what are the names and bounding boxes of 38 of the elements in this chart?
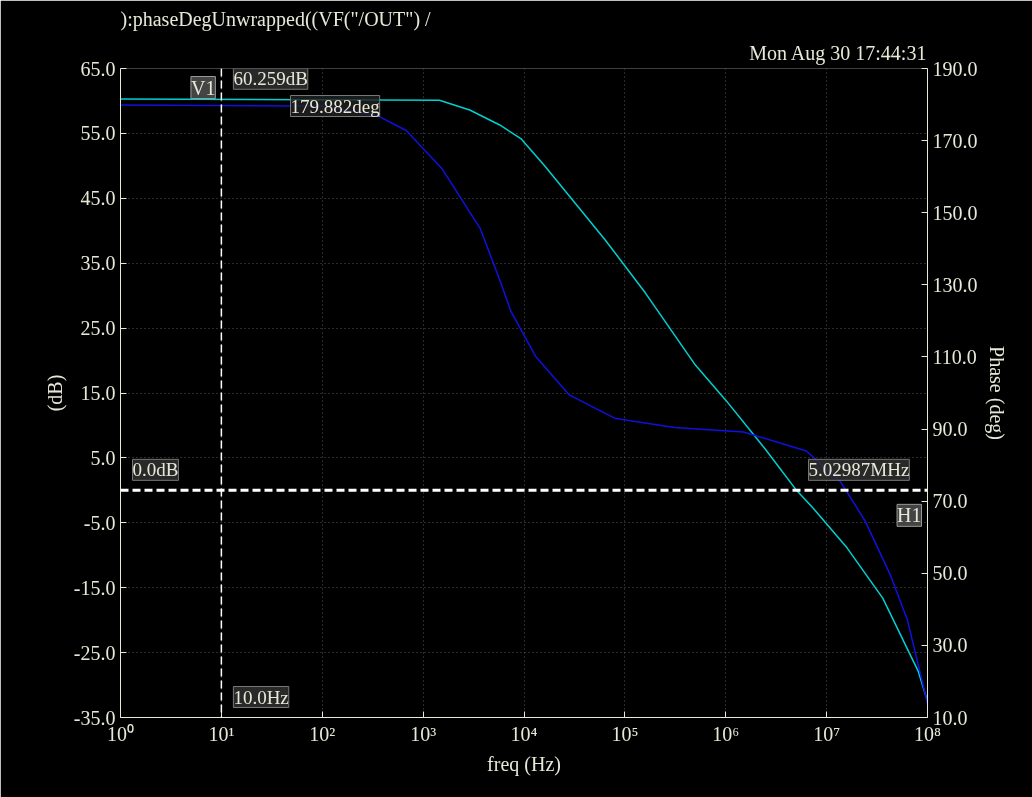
y-tick-label: 5.0	[90, 446, 116, 469]
y2-tick-label: 90.0	[932, 418, 968, 441]
annotation: 0.0dB	[132, 459, 179, 481]
y2-tick-label: 190.0	[932, 57, 978, 80]
y2-tick-label: 70.0	[932, 490, 968, 513]
y-tick-label: 25.0	[80, 317, 116, 340]
y-tick-label: -15.0	[73, 576, 116, 599]
y2-tick-label: 30.0	[932, 634, 968, 657]
x-tick-label: 10³	[410, 722, 437, 745]
y2-axis-title: Phase (deg)	[984, 346, 1008, 440]
annotation: 60.259dB	[233, 68, 308, 90]
chart-subtitle: Mon Aug 30 17:44:31	[749, 41, 927, 65]
y2-tick-label: 110.0	[932, 345, 977, 368]
ref-line-label: H1	[897, 504, 922, 527]
y-tick-label: 45.0	[80, 187, 116, 210]
annotation: 10.0Hz	[233, 686, 289, 708]
y-tick-label: -25.0	[73, 641, 116, 664]
chart-title: ):phaseDegUnwrapped((VF("/OUT") /	[120, 7, 432, 31]
y-tick-label: -5.0	[83, 511, 116, 534]
y-tick-label: 15.0	[80, 382, 116, 404]
y-axis-title: (dB)	[43, 374, 67, 412]
annotation: 5.02987MHz	[808, 459, 910, 481]
y2-tick-label: 130.0	[932, 273, 978, 296]
annotation: 179.882deg	[290, 95, 381, 117]
x-tick-label: 10⁶	[712, 722, 740, 745]
x-axis-title: freq (Hz)	[487, 752, 561, 776]
y2-tick-label: 150.0	[932, 201, 978, 224]
y-tick-label: 65.0	[80, 57, 116, 80]
x-tick-label: 10⁷	[813, 722, 841, 745]
y2-tick-label: 170.0	[932, 129, 978, 152]
y-tick-label: 35.0	[80, 252, 116, 275]
x-tick-label: 10¹	[208, 722, 235, 745]
ref-line-label: V1	[190, 76, 216, 99]
y-tick-label: 55.0	[80, 122, 116, 145]
x-tick-label: 10⁴	[510, 722, 538, 745]
x-tick-label: 10⁵	[611, 722, 639, 745]
y2-tick-label: 50.0	[932, 562, 968, 585]
x-tick-label: 10²	[309, 722, 336, 745]
